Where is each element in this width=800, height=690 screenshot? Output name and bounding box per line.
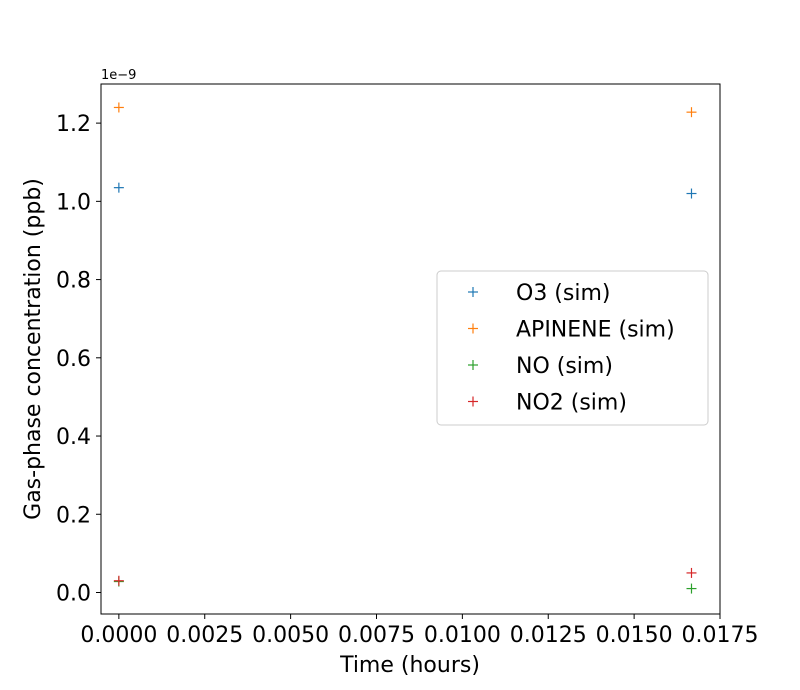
plot-area — [100, 83, 721, 615]
data-point — [113, 102, 124, 113]
legend-label: APINENE (sim) — [516, 318, 675, 343]
legend-label: NO2 (sim) — [516, 391, 627, 416]
legend-marker — [468, 360, 478, 370]
data-point — [686, 107, 697, 118]
x-tick-label: 0.0025 — [166, 623, 243, 648]
legend-marker — [468, 396, 478, 407]
data-point — [686, 567, 697, 578]
legend-box — [436, 270, 709, 426]
y-axis-title: Gas-phase concentration (ppb) — [21, 178, 46, 520]
x-tick-label: 0.0075 — [338, 623, 415, 648]
axes-ticks: 0.0000 0.0025 0.0050 0.0075 0.0100 0.0125 0.01… — [56, 112, 758, 648]
y-tick-label: 1.0 — [56, 190, 91, 215]
y-tick-label: 0.6 — [56, 347, 91, 372]
y-tick-label: 0.8 — [56, 269, 91, 294]
plot-frame — [100, 83, 721, 615]
x-tick-label: 0.0050 — [252, 623, 329, 648]
x-tick-label: 0.0000 — [80, 623, 157, 648]
x-tick-label: 0.0125 — [510, 623, 587, 648]
legend-label: O3 (sim) — [516, 281, 610, 306]
legend-label: NO (sim) — [516, 354, 613, 379]
y-tick-label: 1.2 — [56, 112, 91, 137]
legend: O3 (sim) APINENE (sim) NO (sim) NO2 (sim) — [436, 270, 709, 426]
x-tick-label: 0.0150 — [596, 623, 673, 648]
data-point — [113, 182, 124, 193]
data-point — [113, 575, 124, 586]
y-tick-label: 0.2 — [56, 503, 91, 528]
x-axis-title: Time (hours) — [339, 653, 480, 678]
x-tick-label: 0.0100 — [424, 623, 501, 648]
legend-marker — [468, 287, 478, 297]
y-tick-label: 0.0 — [56, 581, 91, 606]
x-tick-label: 0.0175 — [682, 623, 759, 648]
legend-marker — [468, 323, 478, 334]
y-offset-label: 1e−9 — [101, 68, 136, 83]
data-points — [113, 102, 697, 594]
data-point — [686, 188, 697, 199]
data-point — [686, 583, 697, 594]
y-tick-label: 0.4 — [56, 425, 91, 450]
